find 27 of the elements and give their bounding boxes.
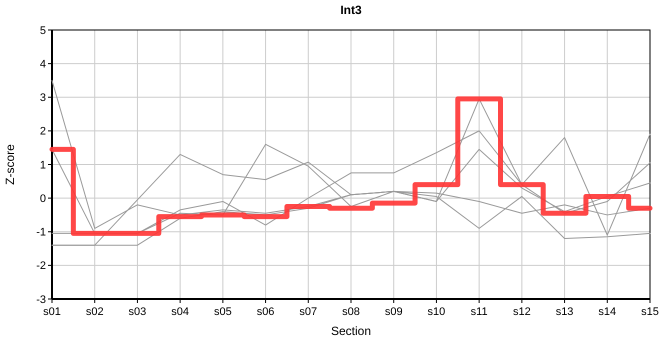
y-tick-label: 1 <box>40 159 46 172</box>
x-tick-label: s10 <box>428 306 446 318</box>
x-tick-label: s12 <box>512 306 531 318</box>
y-tick-label: 4 <box>40 58 46 70</box>
y-tick-label: -3 <box>36 294 46 306</box>
y-tick-label: 0 <box>40 192 46 205</box>
y-tick-label: 3 <box>40 92 46 104</box>
x-tick-label: s03 <box>128 306 146 318</box>
y-tick-label: -2 <box>36 260 46 272</box>
x-tick-label: s08 <box>342 306 360 318</box>
x-tick-label: s11 <box>470 306 488 318</box>
x-tick-label: s04 <box>171 306 190 318</box>
y-tick-label: 2 <box>40 126 46 138</box>
x-tick-label: s09 <box>384 306 403 318</box>
y-tick-label: 5 <box>40 24 46 37</box>
chart-title: Int3 <box>340 3 362 17</box>
x-tick-label: s14 <box>598 306 616 318</box>
y-tick-label: -1 <box>36 226 46 239</box>
x-tick-label: s13 <box>556 306 574 318</box>
y-axis-title: Z-score <box>3 144 17 185</box>
x-tick-label: s06 <box>256 306 274 318</box>
x-tick-label: s02 <box>86 306 104 318</box>
x-tick-label: s15 <box>641 306 659 318</box>
x-tick-label: s01 <box>43 306 61 318</box>
x-tick-label: s07 <box>299 306 318 318</box>
x-axis-title: Section <box>330 324 372 338</box>
x-tick-label: s05 <box>214 306 232 318</box>
